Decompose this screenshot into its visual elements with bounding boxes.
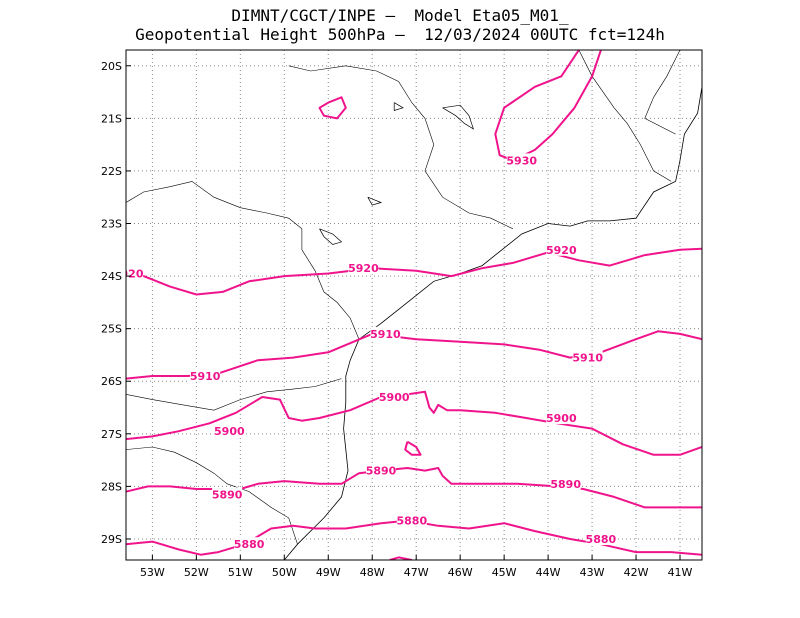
contour-label: 5930 <box>506 154 537 167</box>
contour-label: 5880 <box>396 515 427 528</box>
lon-tick-label: 52W <box>184 566 209 579</box>
contour-label-bg <box>366 463 397 477</box>
lat-tick-label: 27S <box>101 428 122 441</box>
lon-tick-label: 49W <box>316 566 341 579</box>
contour-label-bg <box>550 476 581 490</box>
axis-ticks: 53W 52W 51W 50W 49W 48W 47W 46W 45W 44W 43W 42W 41W 2… <box>101 60 693 579</box>
lon-tick-label: 53W <box>140 566 165 579</box>
contour-label-bg <box>379 390 410 404</box>
lat-tick-label: 29S <box>101 533 122 546</box>
contour-5920 <box>126 247 702 296</box>
lon-tick-label: 48W <box>360 566 385 579</box>
lat-tick-label: 23S <box>101 218 122 231</box>
contour-label: 5900 <box>214 425 245 438</box>
state-border <box>578 50 672 182</box>
state-border <box>126 446 298 545</box>
lon-tick-label: 45W <box>492 566 517 579</box>
contour-label: 5890 <box>212 488 243 501</box>
lon-tick-label: 43W <box>580 566 605 579</box>
contour-label-bg <box>348 261 379 275</box>
contour-5880 <box>389 556 412 560</box>
lat-tick-label: 28S <box>101 480 122 493</box>
contour-label: 5890 <box>366 465 397 478</box>
contour-label: 5880 <box>234 538 265 551</box>
contour-label: 5880 <box>586 533 617 546</box>
lake-outline <box>319 228 343 245</box>
coastline <box>283 86 702 560</box>
lon-tick-label: 47W <box>404 566 429 579</box>
geography-layer <box>126 50 702 560</box>
state-border <box>126 378 342 411</box>
lake-outline <box>367 196 383 206</box>
map-frame <box>125 49 703 561</box>
lon-tick-label: 50W <box>272 566 297 579</box>
contour-label-bg <box>546 242 577 256</box>
contour-5930 <box>318 96 347 120</box>
lake-outline <box>393 102 404 111</box>
contour-label: 5920 <box>348 262 379 275</box>
contour-label: 5900 <box>546 412 577 425</box>
title-line-2: Geopotential Height 500hPa – 12/03/2024 … <box>135 25 665 44</box>
contour-label-bg <box>212 487 243 501</box>
contour-labels: 5930 5920 5920 5920 5910 5910 5910 5900 5900 5900… <box>113 153 617 551</box>
lake-outline <box>442 104 475 130</box>
contour-label-bg <box>396 513 427 527</box>
title-line-1: DIMNT/CGCT/INPE – Model Eta05_M01_ <box>231 6 569 25</box>
state-border <box>288 65 514 230</box>
contour-label-bg <box>572 350 603 364</box>
contour-label: 5920 <box>113 267 144 280</box>
lat-tick-label: 20S <box>101 60 122 73</box>
lat-tick-label: 25S <box>101 323 122 336</box>
contour-label-bg <box>234 537 265 551</box>
contour-label: 5910 <box>370 328 401 341</box>
lat-tick-label: 24S <box>101 270 122 283</box>
contour-5900 <box>126 390 702 456</box>
contour-label-bg <box>190 368 221 382</box>
contour-layer <box>126 50 702 560</box>
lat-tick-label: 26S <box>101 375 122 388</box>
contour-label-bg <box>370 326 401 340</box>
state-border <box>126 181 360 340</box>
contour-label: 5910 <box>190 370 221 383</box>
state-border <box>644 50 681 135</box>
lon-tick-label: 46W <box>448 566 473 579</box>
contour-label: 5900 <box>379 391 410 404</box>
lat-tick-label: 21S <box>101 112 122 125</box>
contour-label: 5920 <box>546 244 577 257</box>
lon-tick-label: 51W <box>228 566 253 579</box>
contour-label-bg <box>585 531 616 545</box>
contour-5900 <box>404 440 422 456</box>
lat-tick-label: 22S <box>101 165 122 178</box>
contour-label-bg <box>214 424 245 438</box>
lon-tick-label: 42W <box>624 566 649 579</box>
lon-tick-label: 44W <box>536 566 561 579</box>
contour-label-bg <box>546 411 577 425</box>
lat-lon-grid <box>126 50 702 560</box>
lon-tick-label: 41W <box>668 566 693 579</box>
contour-label-bg <box>506 153 537 167</box>
contour-5930 <box>494 50 602 162</box>
contour-label: 5890 <box>550 478 581 491</box>
contour-label: 5910 <box>572 352 603 365</box>
